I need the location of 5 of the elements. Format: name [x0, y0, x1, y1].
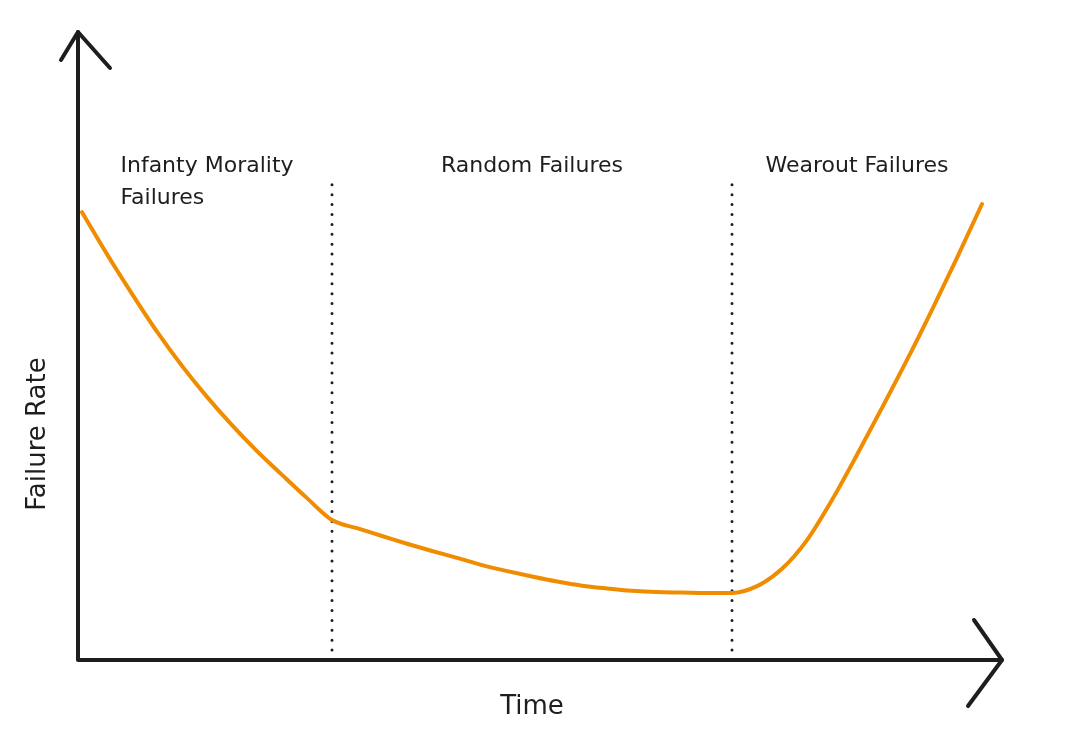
text: Random Failures — [441, 151, 623, 177]
annotation: Infanty Morality Failures — [120, 151, 294, 209]
x-axis-title: Time — [499, 689, 564, 720]
text: Wearout Failures — [765, 151, 949, 177]
y-axis-title: Failure Rate — [20, 357, 51, 511]
